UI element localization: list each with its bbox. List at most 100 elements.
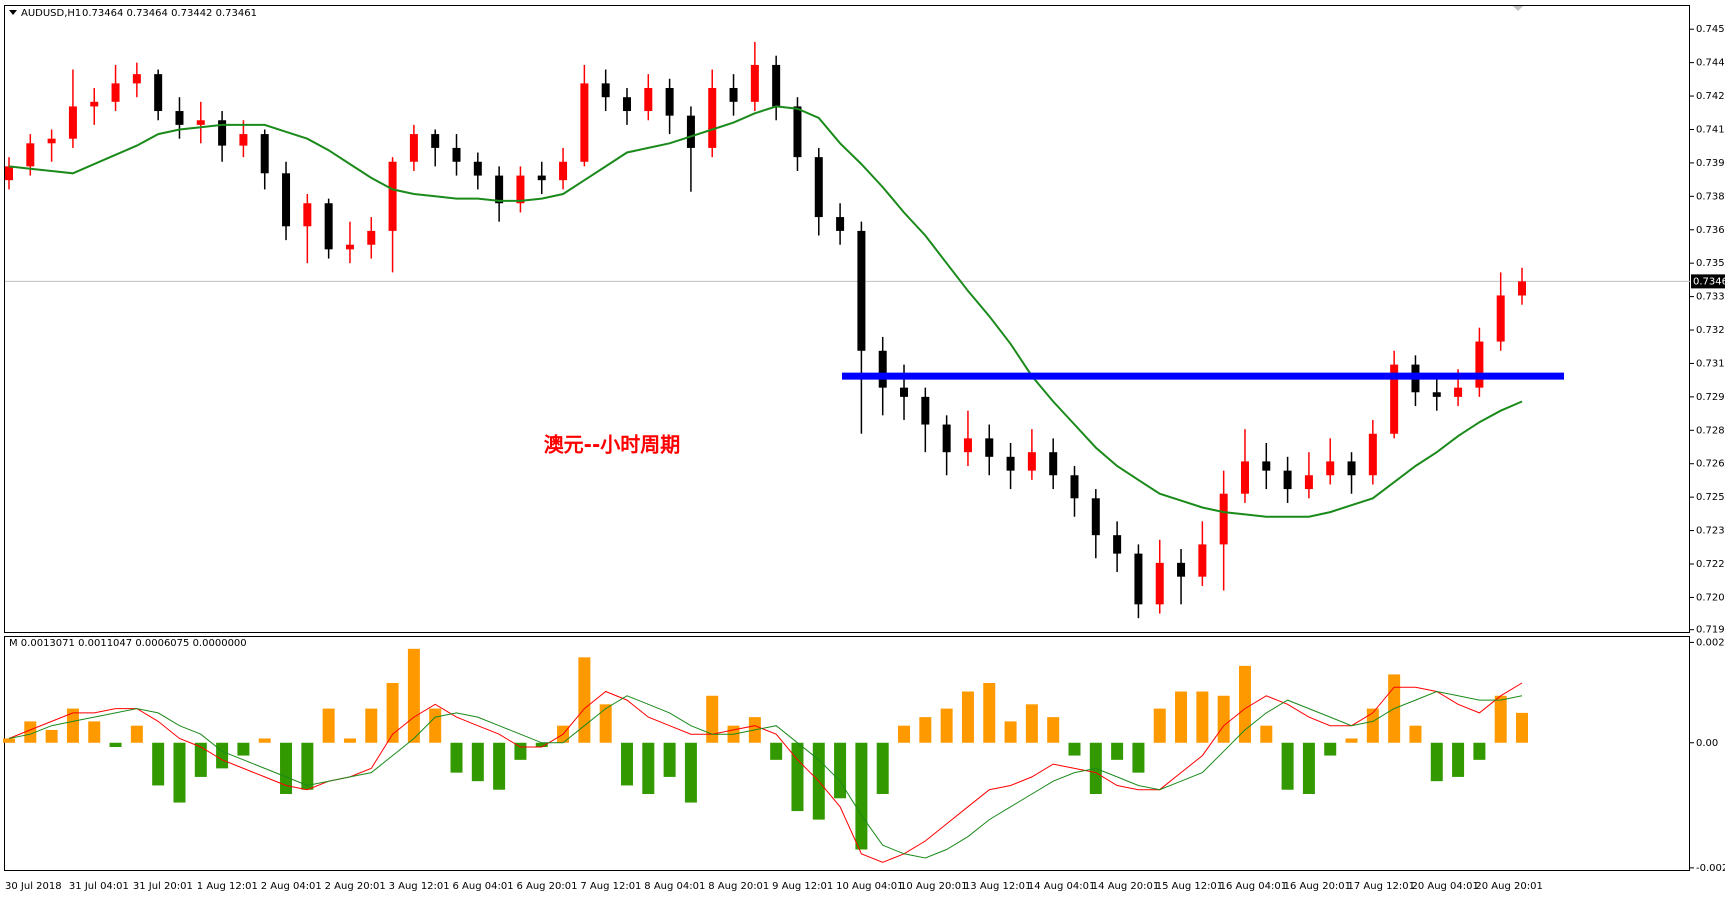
x-tick-label: 3 Aug 12:01 [389,881,450,892]
candle-body [196,120,205,125]
candle-body [1198,544,1207,577]
histogram-bar [45,729,58,743]
histogram-bar [1153,708,1166,743]
histogram-bar [1473,742,1486,760]
histogram-bar [1217,695,1230,743]
histogram-bar [3,738,15,743]
y-tick-label: 0.00235 [1696,637,1725,648]
annotation: 澳元--小时周期 [544,433,681,457]
symbol-menu-arrow[interactable] [9,10,17,15]
histogram-bar [770,742,783,760]
histogram-bar [258,738,271,743]
candle-body [1027,452,1036,471]
candle-body [1347,461,1356,476]
y-tick-label: 0.73975 [1696,158,1725,169]
candle-body [708,87,717,148]
candle-body [900,387,909,397]
candle-body [324,203,333,250]
candle-body [473,161,482,176]
x-tick-label: 6 Aug 04:01 [453,881,514,892]
candle-body [878,350,887,388]
histogram-bar [876,742,889,794]
candle-body [260,134,269,174]
histogram-bar [791,742,804,812]
histogram-bar [216,742,229,769]
x-tick-label: 14 Aug 04:01 [1028,881,1095,892]
candle-body [1518,281,1527,296]
candle-body [431,134,440,148]
histogram-bar [1132,742,1145,773]
candle-body [1240,461,1249,494]
x-tick-label: 2 Aug 04:01 [261,881,322,892]
histogram-bar [471,742,484,782]
histogram-bar [1047,717,1060,743]
histogram-bar [386,682,399,743]
histogram-bar [1430,742,1443,782]
histogram-bar [514,742,527,760]
histogram-bar [88,721,101,743]
histogram-bar [706,695,719,743]
histogram-bar [983,682,996,743]
candle-body [5,166,13,181]
candle-body [1326,461,1335,476]
histogram-bar [1452,742,1465,777]
y-tick-label: 0.72380 [1696,526,1725,537]
candle-body [495,175,504,204]
y-tick-label: 0.73830 [1696,191,1725,202]
histogram-bar [194,742,207,777]
y-tick-label: 0.72090 [1696,592,1725,603]
candle-body [836,217,845,231]
y-tick-label: 0.74555 [1696,24,1725,35]
histogram-bar [1025,704,1038,743]
histogram-bar [1111,742,1124,760]
y-tick-label: 0.72235 [1696,559,1725,570]
histogram-bar [1516,712,1529,743]
histogram-bar [1068,742,1081,756]
x-tick-label: 31 Jul 20:01 [133,881,193,892]
y-tick-label: -0.00293 [1696,863,1725,874]
histogram-bar [898,725,911,743]
histogram-bar [152,742,165,786]
candle-body [282,173,291,227]
x-tick-label: 13 Aug 12:01 [964,881,1031,892]
x-tick-label: 10 Aug 20:01 [900,881,967,892]
candle-body [388,161,397,231]
histogram-bar [1175,691,1188,743]
histogram-bar [1196,691,1209,743]
candle-body [90,101,99,107]
histogram-bar [450,742,463,773]
histogram-bar [940,708,953,743]
candle-body [303,203,312,227]
y-tick-label: 0.74120 [1696,124,1725,135]
x-tick-label: 1 Aug 12:01 [197,881,258,892]
histogram-bar [237,742,250,756]
histogram-bar [429,708,442,743]
histogram-bar [1004,721,1017,743]
candle-body [1049,452,1058,476]
indicator-header: M 0.0013071 0.0011047 0.0006075 0.000000… [9,638,247,649]
histogram-bar [1494,695,1507,743]
y-tick-label: 0.74265 [1696,91,1725,102]
x-tick-label: 15 Aug 12:01 [1156,881,1223,892]
candle-body [580,83,589,162]
scroll-arrow[interactable] [1513,6,1523,11]
x-tick-label: 9 Aug 12:01 [772,881,833,892]
histogram-bar [493,742,506,790]
candle-body [218,120,227,146]
histogram-bar [919,717,932,743]
y-tick-label: 0.71950 [1696,625,1725,636]
moving-average [8,105,1523,518]
histogram-bar [834,742,847,799]
histogram-bar [1302,742,1315,794]
histogram-bar [173,742,186,803]
histogram-bar [1324,742,1337,756]
candle-body [1262,461,1271,471]
candle-body [1070,475,1079,499]
candle-body [154,74,163,112]
candle-body [367,230,376,245]
y-tick-label: 0.72960 [1696,392,1725,403]
candle-body [537,175,546,181]
histogram-bar [684,742,697,803]
candle-body [1091,498,1100,536]
